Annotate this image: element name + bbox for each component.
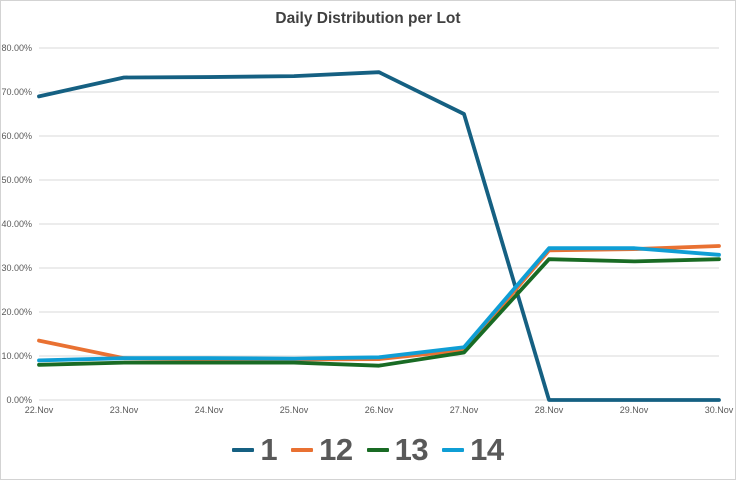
- x-axis-label: 28.Nov: [535, 405, 564, 415]
- series-line-1: [37, 70, 721, 402]
- y-axis-label: 30.00%: [1, 263, 32, 273]
- y-axis-label: 70.00%: [1, 87, 32, 97]
- legend-label-series-14: 14: [470, 432, 504, 467]
- chart-legend: 1 12 13 14: [1, 432, 735, 468]
- legend-dash-series-1-icon: [232, 447, 255, 453]
- y-axis-label: 10.00%: [1, 351, 32, 361]
- legend-item-series-1: 1: [232, 432, 278, 468]
- x-axis-label: 24.Nov: [195, 405, 224, 415]
- y-axis-label: 80.00%: [1, 43, 32, 53]
- legend-label-series-1: 1: [260, 432, 278, 467]
- x-axis-label: 26.Nov: [365, 405, 394, 415]
- y-axis-label: 0.00%: [6, 395, 32, 405]
- y-axis-label: 40.00%: [1, 219, 32, 229]
- x-axis-label: 29.Nov: [620, 405, 649, 415]
- legend-dash-series-13-icon: [366, 447, 389, 453]
- legend-label-series-12: 12: [319, 432, 353, 467]
- legend-dash-series-12-icon: [291, 447, 314, 453]
- y-axis-label: 50.00%: [1, 175, 32, 185]
- legend-item-series-14: 14: [442, 432, 504, 468]
- legend-label-series-13: 13: [394, 432, 429, 467]
- series-line-12: [37, 244, 721, 362]
- x-axis-label: 27.Nov: [450, 405, 479, 415]
- series-line-13: [37, 257, 721, 368]
- y-axis-label: 60.00%: [1, 131, 32, 141]
- chart-title: Daily Distribution per Lot: [275, 10, 461, 27]
- legend-item-series-13: 13: [366, 432, 429, 468]
- y-axis-label: 20.00%: [1, 307, 32, 317]
- legend-dash-series-14-icon: [442, 447, 465, 453]
- x-axis-label: 30.Nov: [705, 405, 734, 415]
- x-axis-label: 23.Nov: [110, 405, 139, 415]
- x-axis-label: 22.Nov: [25, 405, 54, 415]
- series-line-14: [37, 246, 721, 363]
- legend-item-series-12: 12: [291, 432, 353, 468]
- x-axis-label: 25.Nov: [280, 405, 309, 415]
